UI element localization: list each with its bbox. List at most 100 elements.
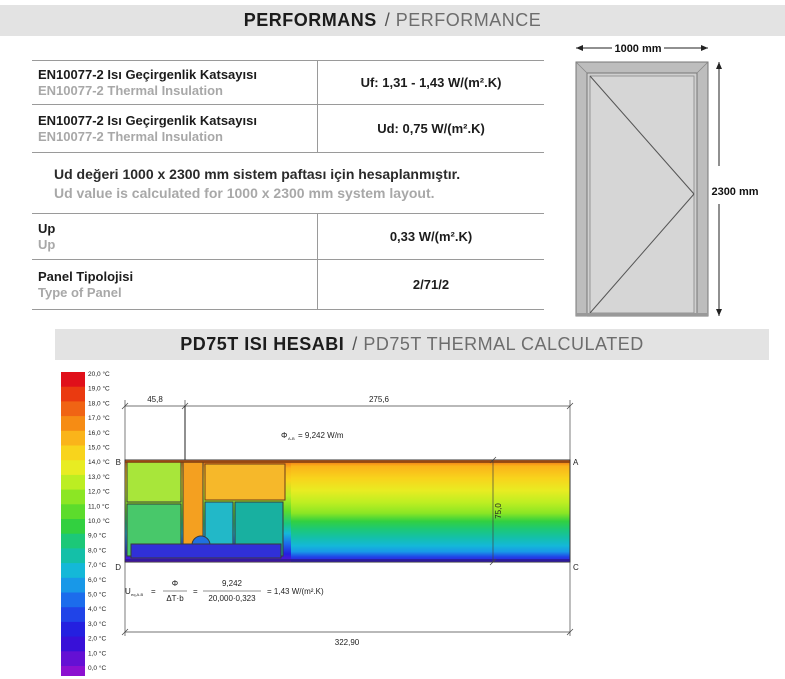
scale-swatch	[61, 548, 85, 564]
scale-label: 14,0 °C	[88, 458, 110, 466]
scale-label: 6,0 °C	[88, 576, 106, 584]
dim-total-label: 322,90	[335, 638, 360, 647]
spec-label-tr: EN10077-2 Isı Geçirgenlik Katsayısı	[38, 112, 257, 128]
point-c-label: C	[573, 563, 579, 572]
scale-swatch	[61, 430, 85, 446]
spec-value: Uf: 1,31 - 1,43 W/(m².K)	[360, 75, 502, 90]
thermal-calculation: 20,0 °C 19,0 °C 18,0 °C 17,0 °C 16,0 °C 15,0 …	[55, 364, 585, 679]
temperature-scale: 20,0 °C 19,0 °C 18,0 °C 17,0 °C 16,0 °C 15,0 …	[61, 370, 110, 679]
ud-note-tr: Ud değeri 1000 x 2300 mm sistem paftası …	[54, 166, 461, 182]
thermal-field	[124, 406, 571, 563]
scale-label: 18,0 °C	[88, 399, 110, 407]
spec-row-up: Up Up 0,33 W/(m².K)	[32, 214, 544, 260]
spec-row-ud: EN10077-2 Isı Geçirgenlik Katsayısı EN10…	[32, 105, 544, 153]
formula-u: U	[125, 587, 131, 596]
scale-swatch	[61, 401, 85, 417]
scale-swatch	[61, 636, 85, 652]
dim-height-label: 75,0	[494, 503, 503, 519]
scale-label: 12,0 °C	[88, 488, 110, 496]
scale-label: 5,0 °C	[88, 591, 106, 599]
scale-swatch	[61, 651, 85, 667]
scale-label: 15,0 °C	[88, 444, 110, 452]
formula-den-2: 20,000·0,323	[208, 594, 256, 603]
spec-table: EN10077-2 Isı Geçirgenlik Katsayısı EN10…	[32, 60, 544, 310]
performance-title-en: PERFORMANCE	[395, 10, 542, 30]
scale-swatch	[61, 592, 85, 608]
scale-label: 2,0 °C	[88, 635, 106, 643]
spec-note-row	[32, 153, 544, 214]
scale-swatch	[61, 386, 85, 402]
height-label: 2300 mm	[711, 186, 758, 198]
door-drawing: 1000 mm 2300 mm	[567, 38, 785, 328]
u-formula: U eq,A-B = Φ ΔT·b = 9,242 20,000·0,323 =…	[125, 579, 324, 603]
ud-note: Ud değeri 1000 x 2300 mm sistem paftası …	[54, 165, 460, 203]
scale-swatch	[61, 607, 85, 623]
thermal-header: PD75T ISI HESABI / PD75T THERMAL CALCULA…	[55, 329, 769, 360]
spec-label-cell: EN10077-2 Isı Geçirgenlik Katsayısı EN10…	[32, 61, 318, 104]
scale-swatch	[61, 666, 85, 679]
scale-label: 10,0 °C	[88, 517, 110, 525]
flux-symbol: Φ	[281, 431, 287, 440]
performance-title-tr: PERFORMANS	[243, 10, 377, 30]
scale-swatch	[61, 460, 85, 476]
spec-label-tr: Panel Tipolojisi	[38, 268, 134, 284]
flux-subscript: A-B	[288, 436, 295, 441]
spec-label-en: EN10077-2 Thermal Insulation	[38, 82, 223, 98]
scale-label: 3,0 °C	[88, 620, 106, 628]
scale-swatch	[61, 519, 85, 535]
ud-note-en: Ud value is calculated for 1000 x 2300 m…	[54, 185, 435, 201]
thermal-title-tr: PD75T ISI HESABI	[180, 334, 345, 354]
scale-label: 0,0 °C	[88, 664, 106, 672]
point-a-label: A	[573, 458, 579, 467]
scale-label: 19,0 °C	[88, 385, 110, 393]
spec-label-cell: Up Up	[32, 214, 318, 259]
formula-den-1: ΔT·b	[166, 594, 184, 603]
scale-swatch	[61, 621, 85, 638]
scale-swatch	[61, 533, 85, 549]
spec-row-panel: Panel Tipolojisi Type of Panel 2/71/2	[32, 260, 544, 310]
spec-row-uf: EN10077-2 Isı Geçirgenlik Katsayısı EN10…	[32, 60, 544, 105]
scale-label: 17,0 °C	[88, 414, 110, 422]
spec-label-cell: EN10077-2 Isı Geçirgenlik Katsayısı EN10…	[32, 105, 318, 152]
spec-value: 0,33 W/(m².K)	[389, 229, 473, 244]
door-frame	[575, 61, 709, 317]
point-d-label: D	[115, 563, 121, 572]
height-dim: 75,0	[489, 456, 503, 566]
scale-swatch	[61, 577, 85, 593]
spec-label-en: Up	[38, 236, 56, 252]
header-separator: /	[384, 10, 390, 30]
spec-label-tr: Up	[38, 220, 56, 236]
scale-label: 8,0 °C	[88, 546, 106, 554]
scale-label: 9,0 °C	[88, 532, 106, 540]
header-separator: /	[352, 334, 358, 354]
thermal-title-en: PD75T THERMAL CALCULATED	[363, 334, 644, 354]
scale-label: 1,0 °C	[88, 649, 106, 657]
scale-label: 20,0 °C	[88, 370, 110, 378]
performance-header: PERFORMANS / PERFORMANCE	[0, 5, 785, 36]
spec-value: 2/71/2	[412, 277, 450, 292]
scale-swatch	[61, 474, 85, 491]
formula-result: = 1,43 W/(m².K)	[267, 587, 324, 596]
spec-value: Ud: 0,75 W/(m².K)	[377, 121, 485, 136]
width-dimension: 1000 mm	[576, 43, 708, 55]
formula-eq-2: =	[193, 587, 198, 596]
scale-label: 13,0 °C	[88, 473, 110, 481]
scale-swatch	[61, 504, 85, 520]
spec-label-en: EN10077-2 Thermal Insulation	[38, 128, 223, 144]
formula-u-subscript: eq,A-B	[131, 592, 144, 597]
scale-label: 4,0 °C	[88, 605, 106, 613]
dim-right-label: 275,6	[369, 395, 390, 404]
scale-swatch	[61, 372, 85, 388]
scale-swatch	[61, 416, 85, 432]
spec-label-tr: EN10077-2 Isı Geçirgenlik Katsayısı	[38, 66, 257, 82]
scale-label: 16,0 °C	[88, 429, 110, 437]
scale-swatch	[61, 445, 85, 461]
height-dimension: 2300 mm	[711, 62, 759, 316]
point-b-label: B	[116, 458, 121, 467]
formula-eq-1: =	[151, 587, 156, 596]
scale-label: 11,0 °C	[88, 502, 110, 510]
bottom-dimension: 322,90	[121, 562, 574, 647]
scale-swatch	[61, 489, 85, 505]
width-label: 1000 mm	[614, 43, 661, 55]
